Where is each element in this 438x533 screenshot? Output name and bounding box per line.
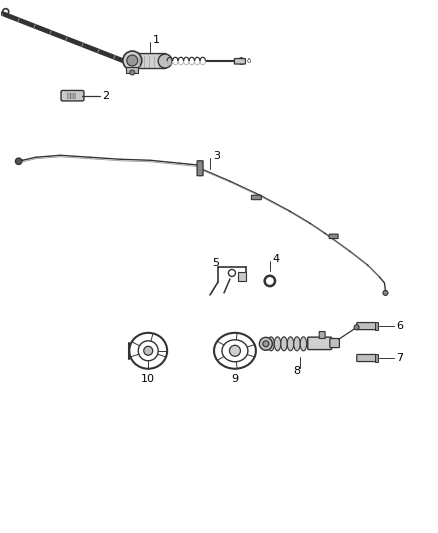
- FancyBboxPatch shape: [357, 354, 376, 361]
- Text: 7: 7: [396, 353, 403, 363]
- Bar: [374, 354, 378, 362]
- Circle shape: [259, 337, 272, 350]
- Ellipse shape: [294, 337, 300, 351]
- Circle shape: [127, 55, 138, 66]
- FancyBboxPatch shape: [357, 322, 376, 329]
- Circle shape: [158, 54, 172, 68]
- Circle shape: [229, 270, 236, 277]
- FancyBboxPatch shape: [234, 59, 245, 64]
- Text: ð: ð: [247, 58, 251, 64]
- Bar: [126, 67, 138, 72]
- Text: 3: 3: [213, 151, 220, 161]
- Bar: [374, 322, 378, 330]
- FancyBboxPatch shape: [197, 161, 203, 176]
- FancyBboxPatch shape: [319, 332, 325, 338]
- Circle shape: [130, 70, 135, 75]
- Bar: [238, 272, 246, 281]
- Ellipse shape: [268, 337, 274, 351]
- FancyBboxPatch shape: [329, 234, 338, 239]
- Ellipse shape: [281, 337, 287, 351]
- Text: 10: 10: [141, 374, 155, 384]
- FancyBboxPatch shape: [136, 53, 166, 69]
- Circle shape: [123, 51, 142, 70]
- Text: 6: 6: [396, 321, 403, 331]
- Text: 5: 5: [212, 258, 219, 268]
- Ellipse shape: [287, 337, 294, 351]
- Circle shape: [230, 345, 240, 356]
- Bar: [67, 93, 75, 98]
- Circle shape: [263, 341, 269, 347]
- Circle shape: [15, 158, 22, 165]
- FancyBboxPatch shape: [308, 337, 332, 350]
- Text: 2: 2: [102, 91, 110, 101]
- Circle shape: [144, 346, 153, 356]
- Text: 8: 8: [293, 366, 300, 376]
- Text: 9: 9: [231, 374, 239, 384]
- Text: 4: 4: [273, 254, 280, 264]
- FancyBboxPatch shape: [251, 195, 261, 200]
- Ellipse shape: [300, 337, 307, 351]
- FancyBboxPatch shape: [330, 338, 339, 348]
- Circle shape: [354, 325, 359, 330]
- Circle shape: [383, 290, 388, 295]
- Text: 1: 1: [153, 35, 160, 45]
- Ellipse shape: [274, 337, 281, 351]
- FancyBboxPatch shape: [61, 91, 84, 101]
